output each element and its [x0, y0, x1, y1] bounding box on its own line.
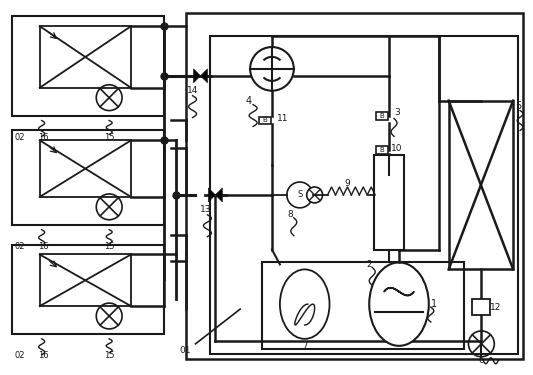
Circle shape [306, 187, 322, 203]
Text: 15: 15 [104, 242, 115, 251]
Text: 1: 1 [431, 299, 437, 309]
Bar [211, 36, 518, 354]
Text: 5: 5 [515, 100, 521, 111]
Bar [185, 13, 523, 359]
Text: 01: 01 [180, 346, 191, 355]
Text: B: B [379, 147, 384, 153]
Text: S: S [297, 190, 302, 200]
Bar [39, 26, 131, 88]
Bar [39, 255, 131, 306]
Bar [12, 244, 164, 334]
Text: 02: 02 [14, 242, 25, 251]
Text: 15: 15 [104, 351, 115, 360]
Bar [12, 130, 164, 225]
Bar [262, 262, 464, 349]
Bar [374, 155, 404, 249]
Text: 12: 12 [490, 303, 501, 312]
Text: 14: 14 [187, 86, 198, 95]
Bar [449, 100, 513, 269]
Text: 16: 16 [38, 351, 49, 360]
Text: 11: 11 [277, 114, 289, 123]
Bar [376, 112, 388, 120]
Bar [12, 16, 164, 116]
Text: 4: 4 [245, 96, 251, 106]
Text: 02: 02 [14, 351, 25, 360]
Bar [259, 117, 271, 124]
Text: 13: 13 [200, 206, 211, 214]
Bar [376, 146, 388, 154]
Text: 16: 16 [38, 133, 49, 142]
Circle shape [250, 47, 294, 91]
Text: 16: 16 [38, 242, 49, 251]
Text: 3: 3 [394, 108, 400, 117]
Text: 8: 8 [287, 210, 293, 219]
Text: 9: 9 [344, 178, 350, 188]
Polygon shape [208, 188, 215, 202]
Polygon shape [215, 188, 222, 202]
Text: B: B [263, 117, 268, 123]
Text: 6: 6 [479, 356, 484, 365]
Text: 02: 02 [14, 133, 25, 142]
Polygon shape [200, 69, 207, 83]
Text: 10: 10 [391, 144, 403, 153]
Polygon shape [193, 69, 200, 83]
Ellipse shape [369, 262, 429, 346]
Text: 7: 7 [302, 341, 308, 350]
Text: B: B [379, 112, 384, 118]
Bar [472, 299, 490, 315]
Text: 15: 15 [104, 133, 115, 142]
Text: 2: 2 [366, 260, 372, 269]
Bar [39, 140, 131, 197]
Ellipse shape [280, 269, 329, 339]
Circle shape [287, 182, 313, 208]
